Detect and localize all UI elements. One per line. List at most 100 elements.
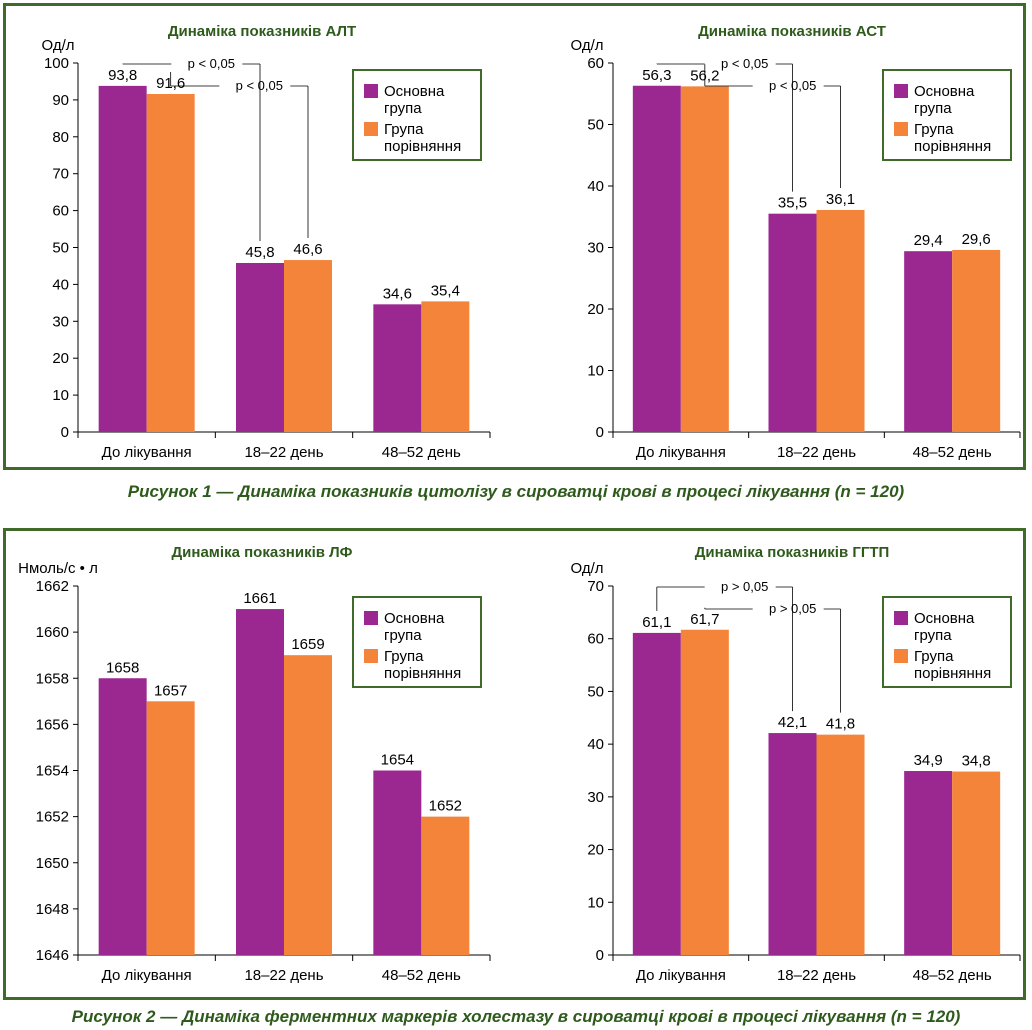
bar-value-label: 1661 [243, 590, 276, 607]
significance-label: p < 0,05 [236, 78, 283, 93]
y-tick-label: 10 [52, 387, 69, 404]
bar-main-group [373, 304, 422, 432]
legend-swatch-comparison [894, 649, 908, 663]
bar-value-label: 61,1 [642, 614, 671, 631]
bar-main-group [768, 213, 817, 432]
bar-value-label: 41,8 [826, 716, 855, 733]
bar-value-label: 61,7 [690, 611, 719, 628]
legend-label-comparison: Група порівняння [384, 648, 461, 682]
x-category-label: До лікування [636, 444, 726, 461]
y-axis-unit-label: Нмоль/с • л [18, 560, 98, 577]
bar-value-label: 35,5 [778, 195, 807, 212]
bar-value-label: 56,3 [642, 67, 671, 84]
legend-label-main: Основна група [914, 83, 975, 117]
legend-swatch-main [364, 611, 378, 625]
y-tick-label: 1652 [36, 809, 69, 826]
significance-label: p > 0,05 [769, 601, 816, 616]
bar-value-label: 1652 [429, 798, 462, 815]
bar-value-label: 46,6 [293, 241, 322, 258]
significance-label: p < 0,05 [721, 56, 768, 71]
y-axis-unit-label: Од/л [41, 37, 74, 54]
x-category-label: 18–22 день [777, 967, 856, 984]
figure-1-svg: Динаміка показників АЛТ Од/л 0 10 20 30 40 50 60… [41, 23, 1021, 461]
y-tick-label: 70 [52, 166, 69, 183]
legend-label-comparison: Група порівняння [384, 121, 461, 155]
legend-swatch-comparison [364, 649, 378, 663]
bar-comparison-group [421, 816, 470, 955]
bar-main-group [904, 251, 953, 432]
y-tick-label: 1650 [36, 855, 69, 872]
legend-swatch-main [894, 84, 908, 98]
bar-main-group [904, 771, 953, 955]
bar-comparison-group [680, 629, 729, 955]
bar-comparison-group [816, 734, 865, 955]
legend: Основна група Група порівняння [352, 596, 482, 688]
bar-value-label: 36,1 [826, 191, 855, 208]
y-tick-label: 0 [61, 424, 69, 441]
y-tick-label: 1646 [36, 947, 69, 964]
chart-title: Динаміка показників ГГТП [695, 544, 890, 561]
x-category-label: 18–22 день [244, 967, 323, 984]
legend: Основна група Група порівняння [352, 69, 482, 161]
bar-value-label: 34,6 [383, 285, 412, 302]
x-category-label: До лікування [636, 967, 726, 984]
y-tick-label: 0 [596, 424, 604, 441]
x-category-label: 18–22 день [244, 444, 323, 461]
y-tick-label: 50 [587, 117, 604, 134]
y-tick-label: 1656 [36, 716, 69, 733]
y-tick-label: 1654 [36, 763, 69, 780]
bar-comparison-group [146, 701, 195, 955]
x-category-label: 48–52 день [382, 444, 461, 461]
bar-value-label: 29,6 [962, 231, 991, 248]
y-tick-label: 40 [587, 178, 604, 195]
y-axis-unit-label: Од/л [570, 37, 603, 54]
bar-value-label: 93,8 [108, 67, 137, 84]
bar-comparison-group [284, 260, 332, 432]
chart-title: Динаміка показників АЛТ [168, 23, 356, 40]
bar-main-group [98, 85, 147, 433]
legend-swatch-main [364, 84, 378, 98]
chart-title: Динаміка показників ЛФ [172, 544, 353, 561]
bar-main-group [236, 609, 284, 955]
legend-swatch-comparison [894, 122, 908, 136]
y-tick-label: 20 [52, 350, 69, 367]
chart-title: Динаміка показників АСТ [698, 23, 886, 40]
bar-comparison-group [680, 86, 729, 433]
legend-label-comparison: Група порівняння [914, 121, 991, 155]
y-tick-label: 1648 [36, 901, 69, 918]
x-category-label: 48–52 день [382, 967, 461, 984]
legend: Основна група Група порівняння [882, 596, 1012, 688]
bar-value-label: 34,8 [962, 753, 991, 770]
bar-value-label: 35,4 [431, 282, 460, 299]
y-tick-label: 60 [587, 631, 604, 648]
y-tick-label: 10 [587, 894, 604, 911]
significance-label: p < 0,05 [188, 56, 235, 71]
y-tick-label: 20 [587, 842, 604, 859]
bar-comparison-group [952, 771, 1001, 955]
y-axis-unit-label: Од/л [570, 560, 603, 577]
y-tick-label: 30 [587, 789, 604, 806]
chart-2: Динаміка показників АСТ Од/л 0 10 20 30 40 50 60… [570, 23, 1021, 461]
x-category-label: 48–52 день [913, 444, 992, 461]
y-tick-label: 40 [52, 276, 69, 293]
y-tick-label: 60 [52, 203, 69, 220]
y-tick-label: 30 [52, 313, 69, 330]
bar-comparison-group [284, 655, 332, 955]
bar-value-label: 42,1 [778, 714, 807, 731]
chart-1: Динаміка показників АЛТ Од/л 0 10 20 30 40 50 60… [41, 23, 491, 461]
y-tick-label: 90 [52, 92, 69, 109]
y-tick-label: 70 [587, 578, 604, 595]
figure-2-svg: Динаміка показників ЛФ Нмоль/с • л 1646 164… [18, 544, 1021, 984]
bar-value-label: 45,8 [245, 244, 274, 261]
y-tick-label: 80 [52, 129, 69, 146]
y-tick-label: 1658 [36, 670, 69, 687]
bar-value-label: 34,9 [914, 752, 943, 769]
legend-label-main: Основна група [384, 83, 445, 117]
significance-label: p > 0,05 [721, 579, 768, 594]
y-tick-label: 30 [587, 240, 604, 257]
significance-label: p < 0,05 [769, 78, 816, 93]
chart-3: Динаміка показників ЛФ Нмоль/с • л 1646 164… [18, 544, 491, 984]
bar-comparison-group [146, 93, 195, 432]
y-tick-label: 50 [52, 240, 69, 257]
bar-main-group [768, 733, 817, 955]
